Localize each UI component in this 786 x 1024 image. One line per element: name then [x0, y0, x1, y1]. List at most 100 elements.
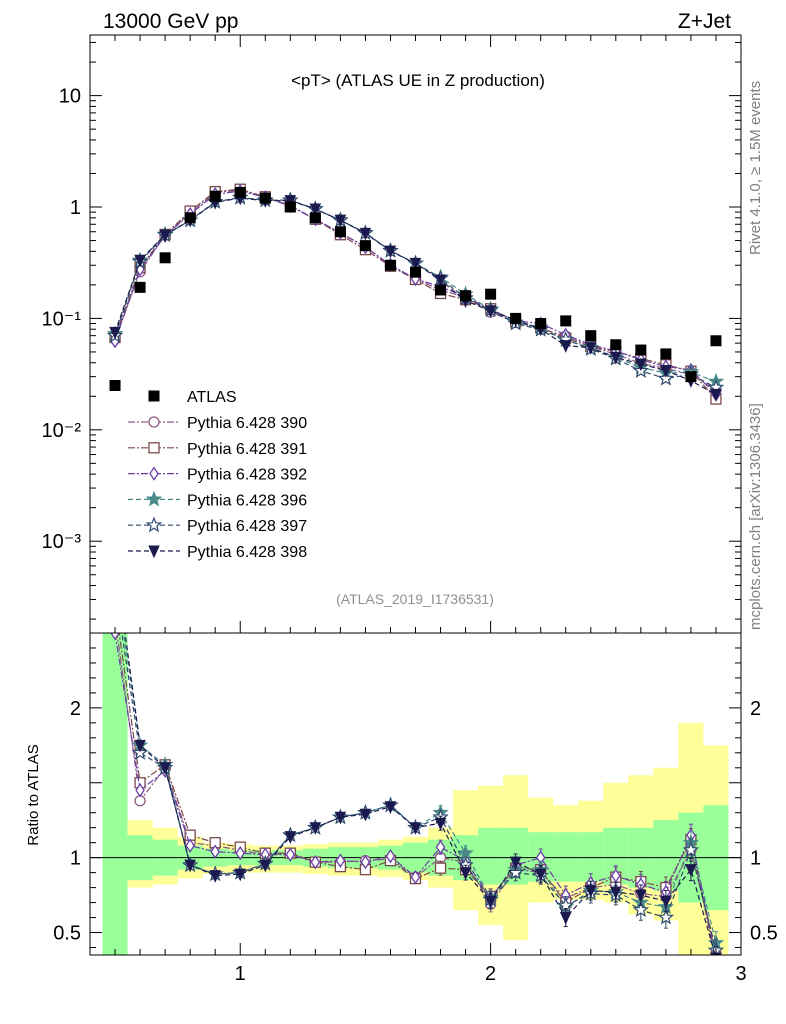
mc-point-ratio [108, 581, 121, 594]
mc-point-ratio [209, 870, 221, 883]
mc-point-ratio [110, 553, 120, 564]
ratio-y-tick-label-left: 0.5 [53, 923, 81, 945]
data-point [685, 371, 697, 383]
mc-point-ratio [310, 854, 321, 870]
data-point [710, 335, 722, 347]
mc-point-main [559, 340, 572, 353]
mc-point-ratio [711, 957, 721, 967]
mc-point-main [710, 388, 722, 402]
data-point [384, 259, 396, 271]
mc-point-ratio [360, 854, 371, 870]
mc-point-ratio [335, 853, 346, 868]
y-tick-label: 10⁻³ [42, 531, 82, 553]
mc-point-ratio [484, 895, 497, 909]
ratio-y-tick-label-left: 1 [70, 848, 81, 870]
data-point [134, 281, 146, 293]
mc-point-ratio [159, 762, 171, 775]
mc-point-ratio [185, 838, 195, 853]
ratio-band-green [478, 827, 504, 885]
mc-point-ratio [384, 801, 397, 814]
main-series [106, 183, 725, 405]
mc-point-main [635, 358, 647, 372]
ratio-band-green [102, 633, 128, 955]
data-point [209, 190, 221, 202]
mc-point-main [109, 326, 121, 340]
mc-point-ratio [534, 868, 547, 882]
mc-point-ratio [110, 598, 120, 608]
mc-point-ratio [682, 841, 700, 858]
data-point [510, 312, 522, 324]
data-point [660, 348, 672, 360]
legend-marker [148, 442, 160, 454]
mc-point-ratio [134, 739, 146, 753]
mc-point-ratio [509, 856, 522, 870]
mc-point-main [359, 227, 372, 241]
mc-point-ratio [434, 862, 447, 874]
main-panel: <pT> (ATLAS UE in Z production) (ATLAS_2… [291, 71, 545, 607]
data-point [410, 266, 421, 278]
data-point [535, 318, 547, 330]
mc-point-ratio [184, 859, 196, 873]
mc-point-ratio [210, 844, 220, 859]
data-point [259, 192, 271, 204]
mc-point-ratio [309, 822, 322, 835]
legend-marker [145, 516, 163, 533]
header-energy-label: 13000 GeV pp [103, 10, 238, 33]
mc-line-ratio [118, 633, 716, 955]
ratio-y-tick-label-right: 0.5 [750, 923, 778, 945]
data-point [435, 284, 447, 296]
legend-label-atlas: ATLAS [187, 389, 237, 406]
mc-point-ratio [110, 613, 120, 623]
mc-point-ratio [234, 868, 247, 882]
header-process-label: Z+Jet [678, 10, 731, 33]
mc-point-ratio [410, 869, 421, 885]
plot-title: <pT> (ATLAS UE in Z production) [291, 71, 545, 90]
mc-point-ratio [611, 868, 621, 883]
mc-point-ratio [584, 885, 597, 898]
legend-marker [148, 545, 160, 559]
mc-point-main [309, 203, 322, 217]
legend-marker [148, 416, 160, 428]
mc-line-main [114, 189, 717, 391]
mc-point-main [334, 214, 347, 228]
data-point [334, 226, 346, 238]
y-tick-label: 1 [70, 197, 81, 219]
mc-point-ratio [235, 845, 246, 861]
mc-point-ratio [657, 908, 675, 925]
data-point [560, 315, 572, 327]
data-point [359, 240, 371, 252]
mc-point-main [434, 274, 447, 288]
y-tick-label: 10⁻² [42, 420, 82, 442]
mc-point-ratio [385, 848, 396, 864]
main-axis-ticks: 10 1 10⁻¹ 10⁻² 10⁻³ [42, 41, 741, 620]
mc-point-main [384, 245, 397, 259]
data-point [234, 186, 246, 198]
mc-point-ratio [434, 817, 447, 831]
mc-line-main [114, 188, 717, 400]
mc-point-ratio [108, 566, 121, 579]
mc-point-ratio [559, 912, 572, 925]
mc-point-ratio [459, 867, 472, 880]
legend-label: Pythia 6.428 396 [187, 492, 307, 509]
legend-marker [145, 490, 163, 507]
mc-point-ratio [334, 811, 347, 825]
mc-line-main [114, 196, 717, 389]
data-point [159, 252, 171, 264]
ratio-y-tick-label-right: 1 [750, 848, 761, 870]
ratio-axis-ticks: 2 2 1 1 0.5 0.5 [53, 647, 778, 949]
y-tick-label: 10 [59, 86, 81, 108]
legend-marker [149, 466, 159, 481]
mc-point-ratio [259, 859, 272, 873]
mc-point-main [409, 257, 422, 271]
mc-point-main [159, 229, 171, 243]
mc-point-main [660, 364, 672, 378]
ratio-y-tick-label-left: 2 [70, 698, 81, 720]
mc-point-ratio [660, 895, 672, 909]
mc-point-ratio [457, 844, 474, 861]
x-tick-label: 2 [485, 963, 496, 985]
legend-label: Pythia 6.428 397 [187, 518, 307, 535]
data-point [460, 290, 472, 302]
y-tick-label: 10⁻¹ [42, 308, 82, 330]
mc-point-ratio [284, 831, 297, 844]
data-point [284, 201, 296, 213]
